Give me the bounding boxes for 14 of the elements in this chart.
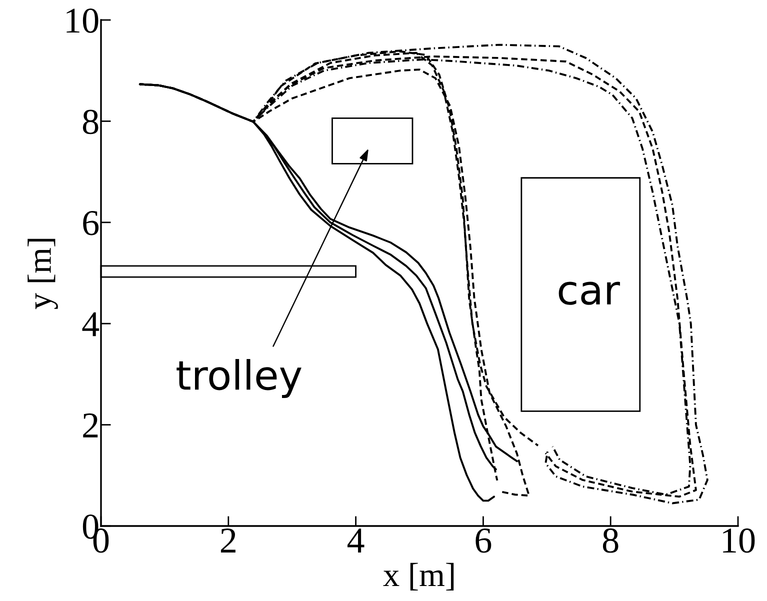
x-tick-label: 8: [602, 528, 618, 553]
annotation: trolley: [176, 359, 302, 398]
y-tick-label: 8: [82, 110, 98, 134]
y-tick-label: 6: [83, 211, 99, 236]
y-axis-title: y [m]: [28, 238, 58, 310]
y-tick-label: 4: [82, 312, 100, 336]
x-tick-label: 2: [220, 528, 236, 552]
x-tick-label: 10: [723, 528, 755, 553]
x-axis-title: x [m]: [383, 562, 454, 591]
x-tick-label: 4: [347, 528, 364, 552]
y-tick-label: 10: [66, 8, 98, 33]
x-tick-label: 6: [476, 528, 492, 553]
annotation: car: [558, 282, 620, 305]
y-tick-label: 2: [83, 413, 98, 438]
